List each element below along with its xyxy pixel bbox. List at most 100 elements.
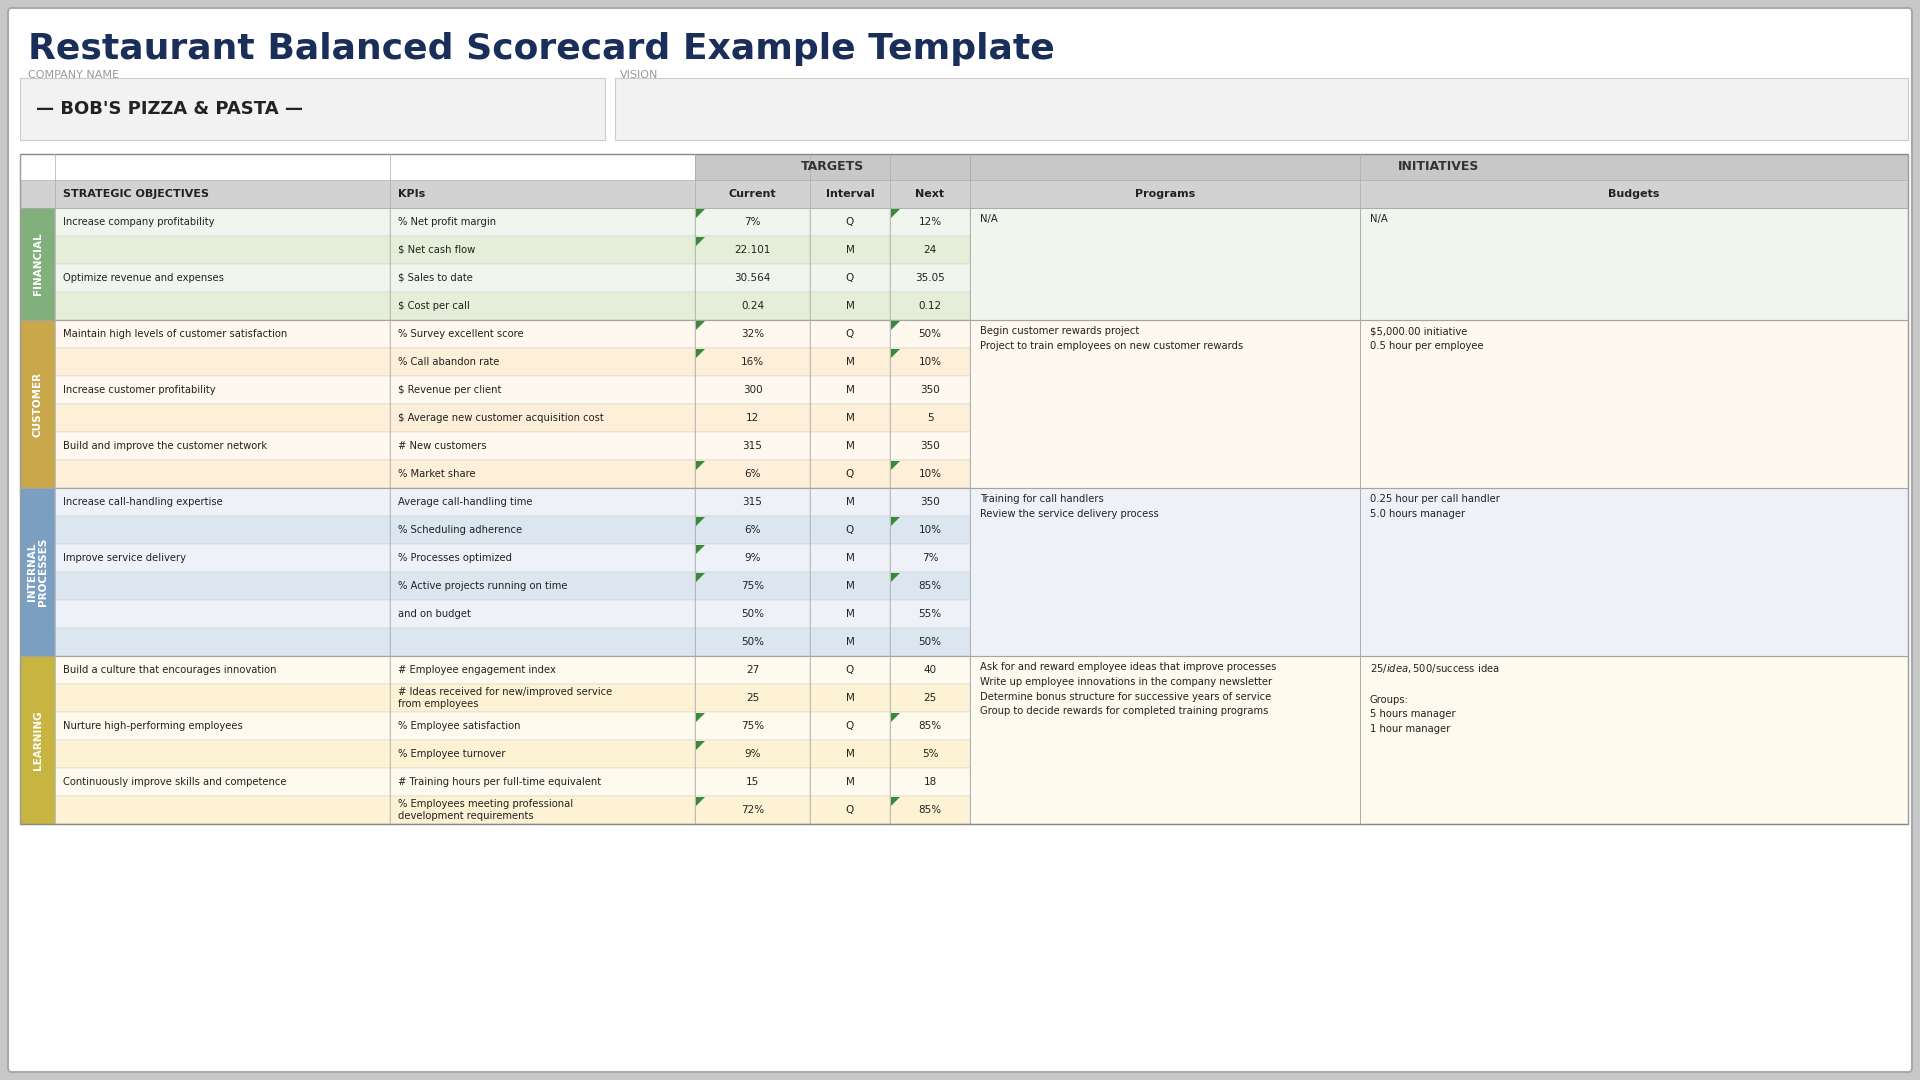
Text: % Processes optimized: % Processes optimized <box>397 553 513 563</box>
Bar <box>390 320 695 348</box>
Bar <box>390 600 695 627</box>
Text: Q: Q <box>847 721 854 731</box>
Bar <box>970 154 1908 180</box>
Text: 10%: 10% <box>918 357 941 367</box>
Bar <box>695 656 810 684</box>
Text: % Survey excellent score: % Survey excellent score <box>397 329 524 339</box>
Bar <box>390 460 695 488</box>
Text: — BOB'S PIZZA & PASTA —: — BOB'S PIZZA & PASTA — <box>36 100 303 118</box>
Text: M: M <box>845 693 854 703</box>
Text: Q: Q <box>847 329 854 339</box>
Text: Current: Current <box>730 189 776 199</box>
Text: 85%: 85% <box>918 805 941 815</box>
Polygon shape <box>695 461 705 470</box>
Text: Build a culture that encourages innovation: Build a culture that encourages innovati… <box>63 665 276 675</box>
Bar <box>56 348 390 376</box>
Bar <box>695 154 970 180</box>
Bar <box>695 237 810 264</box>
Text: M: M <box>845 609 854 619</box>
Text: 72%: 72% <box>741 805 764 815</box>
Text: M: M <box>845 750 854 759</box>
Bar <box>810 460 891 488</box>
Text: Increase customer profitability: Increase customer profitability <box>63 384 215 395</box>
Text: 50%: 50% <box>918 637 941 647</box>
Text: 7%: 7% <box>922 553 939 563</box>
Bar <box>390 516 695 544</box>
Polygon shape <box>695 713 705 723</box>
Bar <box>56 572 390 600</box>
Text: Q: Q <box>847 665 854 675</box>
Text: Q: Q <box>847 525 854 535</box>
Text: Improve service delivery: Improve service delivery <box>63 553 186 563</box>
Text: 9%: 9% <box>745 553 760 563</box>
Bar <box>390 656 695 684</box>
Bar <box>695 320 810 348</box>
Text: TARGETS: TARGETS <box>801 161 864 174</box>
Text: 85%: 85% <box>918 581 941 591</box>
Text: Q: Q <box>847 273 854 283</box>
Text: $ Sales to date: $ Sales to date <box>397 273 472 283</box>
Bar <box>695 600 810 627</box>
Polygon shape <box>695 573 705 582</box>
Bar <box>56 656 390 684</box>
Bar <box>810 516 891 544</box>
Bar <box>891 292 970 320</box>
Text: INITIATIVES: INITIATIVES <box>1398 161 1480 174</box>
Bar <box>695 712 810 740</box>
Bar <box>695 432 810 460</box>
Bar <box>19 320 56 488</box>
Text: # New customers: # New customers <box>397 441 486 451</box>
Bar <box>891 572 970 600</box>
Bar <box>56 544 390 572</box>
Text: Maintain high levels of customer satisfaction: Maintain high levels of customer satisfa… <box>63 329 288 339</box>
Bar <box>19 656 56 824</box>
Text: Begin customer rewards project
Project to train employees on new customer reward: Begin customer rewards project Project t… <box>979 326 1244 351</box>
Polygon shape <box>695 349 705 357</box>
Text: % Employees meeting professional
development requirements: % Employees meeting professional develop… <box>397 799 574 821</box>
Bar <box>695 572 810 600</box>
Text: $ Average new customer acquisition cost: $ Average new customer acquisition cost <box>397 413 603 423</box>
Text: and on budget: and on budget <box>397 609 470 619</box>
Text: 0.24: 0.24 <box>741 301 764 311</box>
Polygon shape <box>891 321 900 330</box>
Bar <box>19 488 56 656</box>
Text: COMPANY NAME: COMPANY NAME <box>29 70 119 80</box>
Text: 22.101: 22.101 <box>733 245 770 255</box>
Text: VISION: VISION <box>620 70 659 80</box>
Text: 85%: 85% <box>918 721 941 731</box>
Bar <box>891 544 970 572</box>
Bar <box>810 740 891 768</box>
Bar <box>390 237 695 264</box>
FancyBboxPatch shape <box>8 8 1912 1072</box>
Text: STRATEGIC OBJECTIVES: STRATEGIC OBJECTIVES <box>63 189 209 199</box>
Text: Build and improve the customer network: Build and improve the customer network <box>63 441 267 451</box>
Bar <box>19 180 1908 208</box>
Bar <box>810 320 891 348</box>
Text: # Ideas received for new/improved service
from employees: # Ideas received for new/improved servic… <box>397 687 612 708</box>
Text: M: M <box>845 245 854 255</box>
Text: % Employee turnover: % Employee turnover <box>397 750 505 759</box>
Bar <box>891 320 970 348</box>
Bar <box>390 348 695 376</box>
Bar <box>56 376 390 404</box>
Bar <box>56 684 390 712</box>
Bar <box>56 237 390 264</box>
Text: 6%: 6% <box>745 469 760 480</box>
Bar <box>56 320 390 348</box>
Bar <box>891 740 970 768</box>
Text: # Training hours per full-time equivalent: # Training hours per full-time equivalen… <box>397 777 601 787</box>
Text: Q: Q <box>847 805 854 815</box>
Bar <box>891 684 970 712</box>
Bar <box>390 208 695 237</box>
Text: # Employee engagement index: # Employee engagement index <box>397 665 557 675</box>
Bar <box>695 376 810 404</box>
Text: 350: 350 <box>920 497 941 507</box>
Bar <box>810 712 891 740</box>
Bar <box>695 488 810 516</box>
Text: $ Net cash flow: $ Net cash flow <box>397 245 476 255</box>
Bar <box>810 376 891 404</box>
Text: Continuously improve skills and competence: Continuously improve skills and competen… <box>63 777 286 787</box>
Text: Nurture high-performing employees: Nurture high-performing employees <box>63 721 242 731</box>
Bar <box>56 516 390 544</box>
Bar <box>891 796 970 824</box>
